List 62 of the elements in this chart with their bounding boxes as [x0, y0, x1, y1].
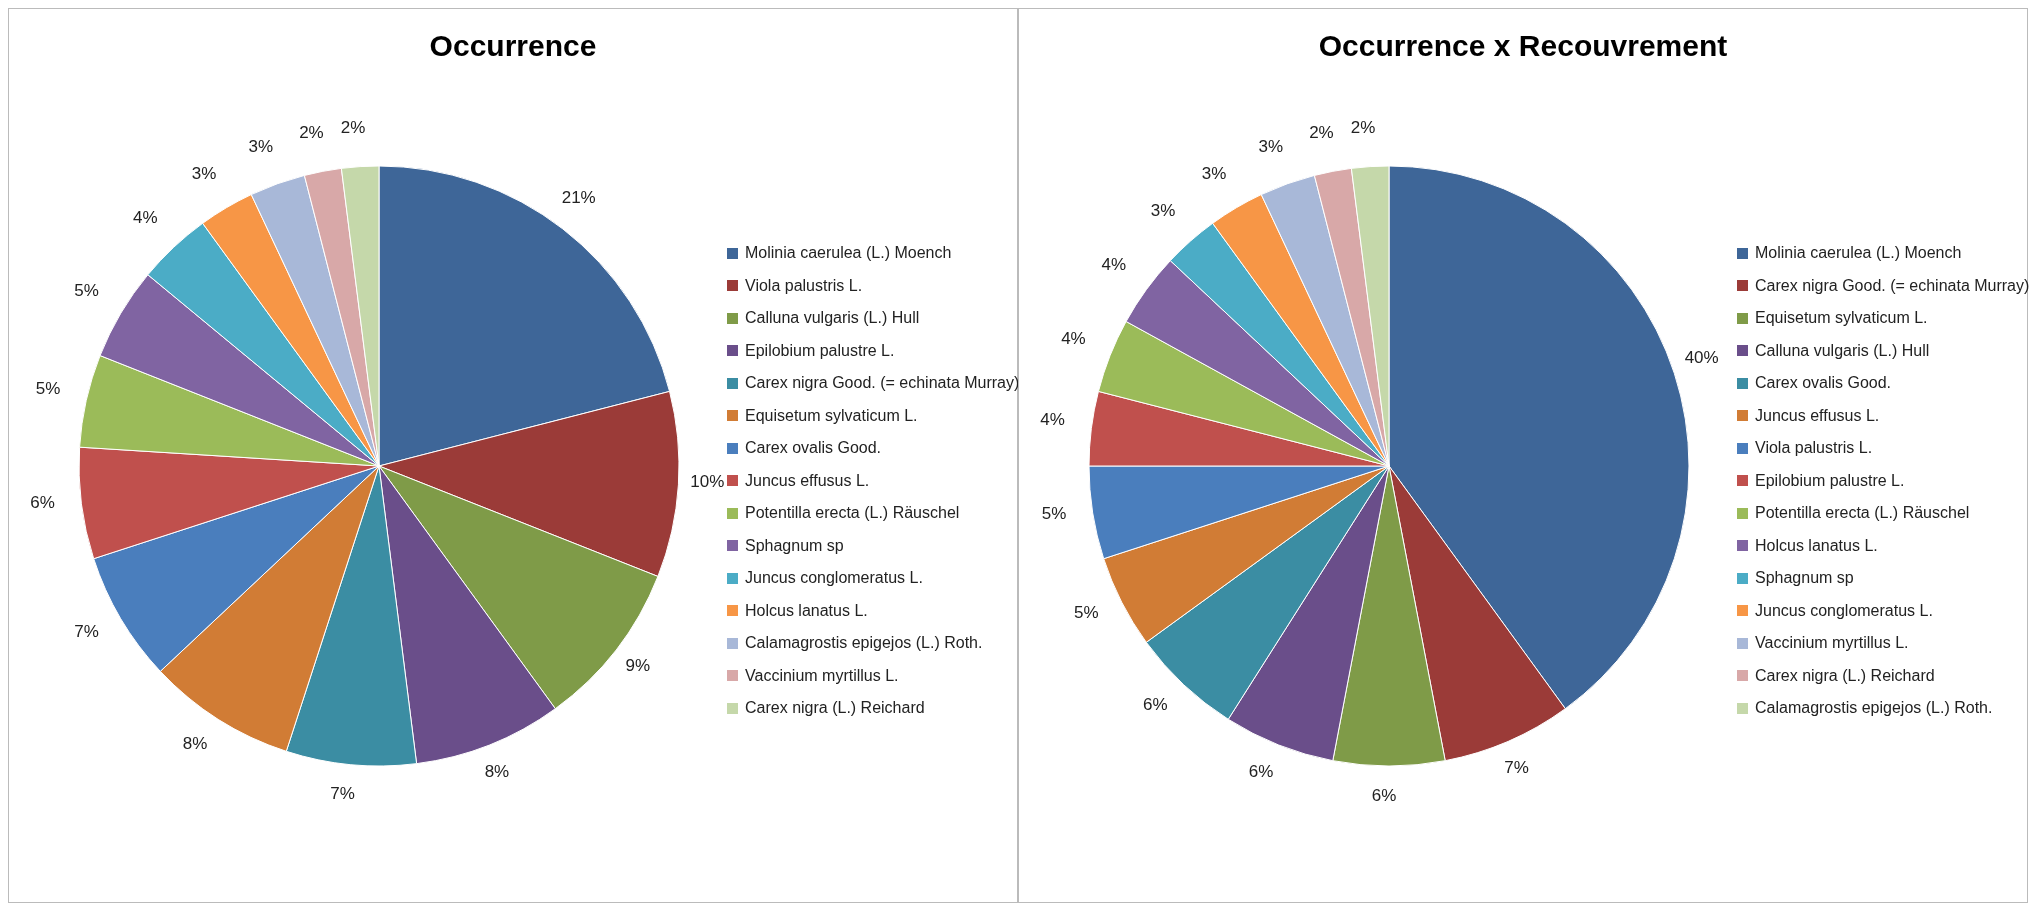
data-label: 2%	[1350, 118, 1376, 138]
data-label: 4%	[1101, 255, 1127, 275]
data-label: 3%	[1150, 200, 1176, 220]
data-label: 10%	[690, 472, 725, 492]
data-label: 5%	[35, 378, 61, 398]
data-label: 3%	[1258, 137, 1284, 157]
data-label: 9%	[625, 656, 651, 676]
data-label: 6%	[30, 493, 55, 513]
legend-label: Carex nigra (L.) Reichard	[1755, 666, 1935, 685]
legend-label: Calamagrostis epigejos (L.) Roth.	[1755, 699, 1993, 718]
legend-label: Carex nigra (L.) Reichard	[745, 699, 925, 718]
legend-label: Carex nigra Good. (= echinata Murray)	[1755, 276, 2030, 295]
data-label: 8%	[484, 762, 510, 782]
legend-label: Calluna vulgaris (L.) Hull	[745, 309, 920, 328]
legend-label: Juncus conglomeratus L.	[745, 569, 923, 588]
legend-label: Calamagrostis epigejos (L.) Roth.	[745, 634, 983, 653]
legend-label: Sphagnum sp	[745, 536, 844, 555]
legend-label: Potentilla erecta (L.) Räuschel	[1755, 504, 1970, 523]
data-label: 3%	[1201, 164, 1227, 184]
data-label: 6%	[1143, 694, 1168, 714]
legend-label: Holcus lanatus L.	[1755, 536, 1878, 555]
legend-label: Carex nigra Good. (= echinata Murray)	[745, 374, 1020, 393]
chart-title: Occurrence x Recouvrement	[1317, 29, 1729, 63]
legend-label: Holcus lanatus L.	[745, 601, 868, 620]
data-label: 5%	[1074, 603, 1099, 623]
legend-label: Molinia caerulea (L.) Moench	[745, 244, 952, 263]
legend-label: Juncus conglomeratus L.	[1755, 601, 1933, 620]
legend-label: Vaccinium myrtillus L.	[1755, 634, 1909, 653]
data-label: 5%	[1041, 503, 1067, 523]
data-label: 6%	[1248, 762, 1274, 782]
data-label: 3%	[248, 137, 274, 157]
data-label: 4%	[133, 208, 158, 228]
legend-label: Juncus effusus L.	[1755, 406, 1880, 425]
data-label: 7%	[1504, 758, 1529, 778]
data-label: 5%	[74, 281, 99, 301]
legend-label: Equisetum sylvaticum L.	[1755, 309, 1928, 328]
data-label: 7%	[74, 621, 99, 641]
legend-label: Juncus effusus L.	[745, 471, 870, 490]
data-label: 4%	[1040, 409, 1065, 429]
data-label: 7%	[330, 784, 355, 804]
data-label: 2%	[299, 123, 324, 143]
data-label: 3%	[191, 164, 217, 184]
legend-label: Equisetum sylvaticum L.	[745, 406, 918, 425]
data-label: 8%	[182, 733, 208, 753]
legend-label: Viola palustris L.	[1755, 439, 1873, 458]
chart-title: Occurrence	[428, 29, 598, 63]
legend-label: Carex ovalis Good.	[745, 439, 882, 458]
data-label: 6%	[1371, 785, 1397, 805]
data-label: 21%	[561, 187, 596, 207]
legend-label: Molinia caerulea (L.) Moench	[1755, 244, 1962, 263]
legend-label: Epilobium palustre L.	[1755, 471, 1905, 490]
data-label: 40%	[1684, 348, 1719, 368]
data-label: 4%	[1061, 328, 1086, 348]
legend-label: Viola palustris L.	[745, 276, 863, 295]
legend-label: Sphagnum sp	[1755, 569, 1854, 588]
legend-label: Epilobium palustre L.	[745, 341, 895, 360]
legend-label: Vaccinium myrtillus L.	[745, 666, 899, 685]
legend-label: Potentilla erecta (L.) Räuschel	[745, 504, 960, 523]
legend-label: Calluna vulgaris (L.) Hull	[1755, 341, 1930, 360]
data-label: 2%	[340, 118, 366, 138]
legend-label: Carex ovalis Good.	[1755, 374, 1892, 393]
data-label: 2%	[1309, 123, 1334, 143]
